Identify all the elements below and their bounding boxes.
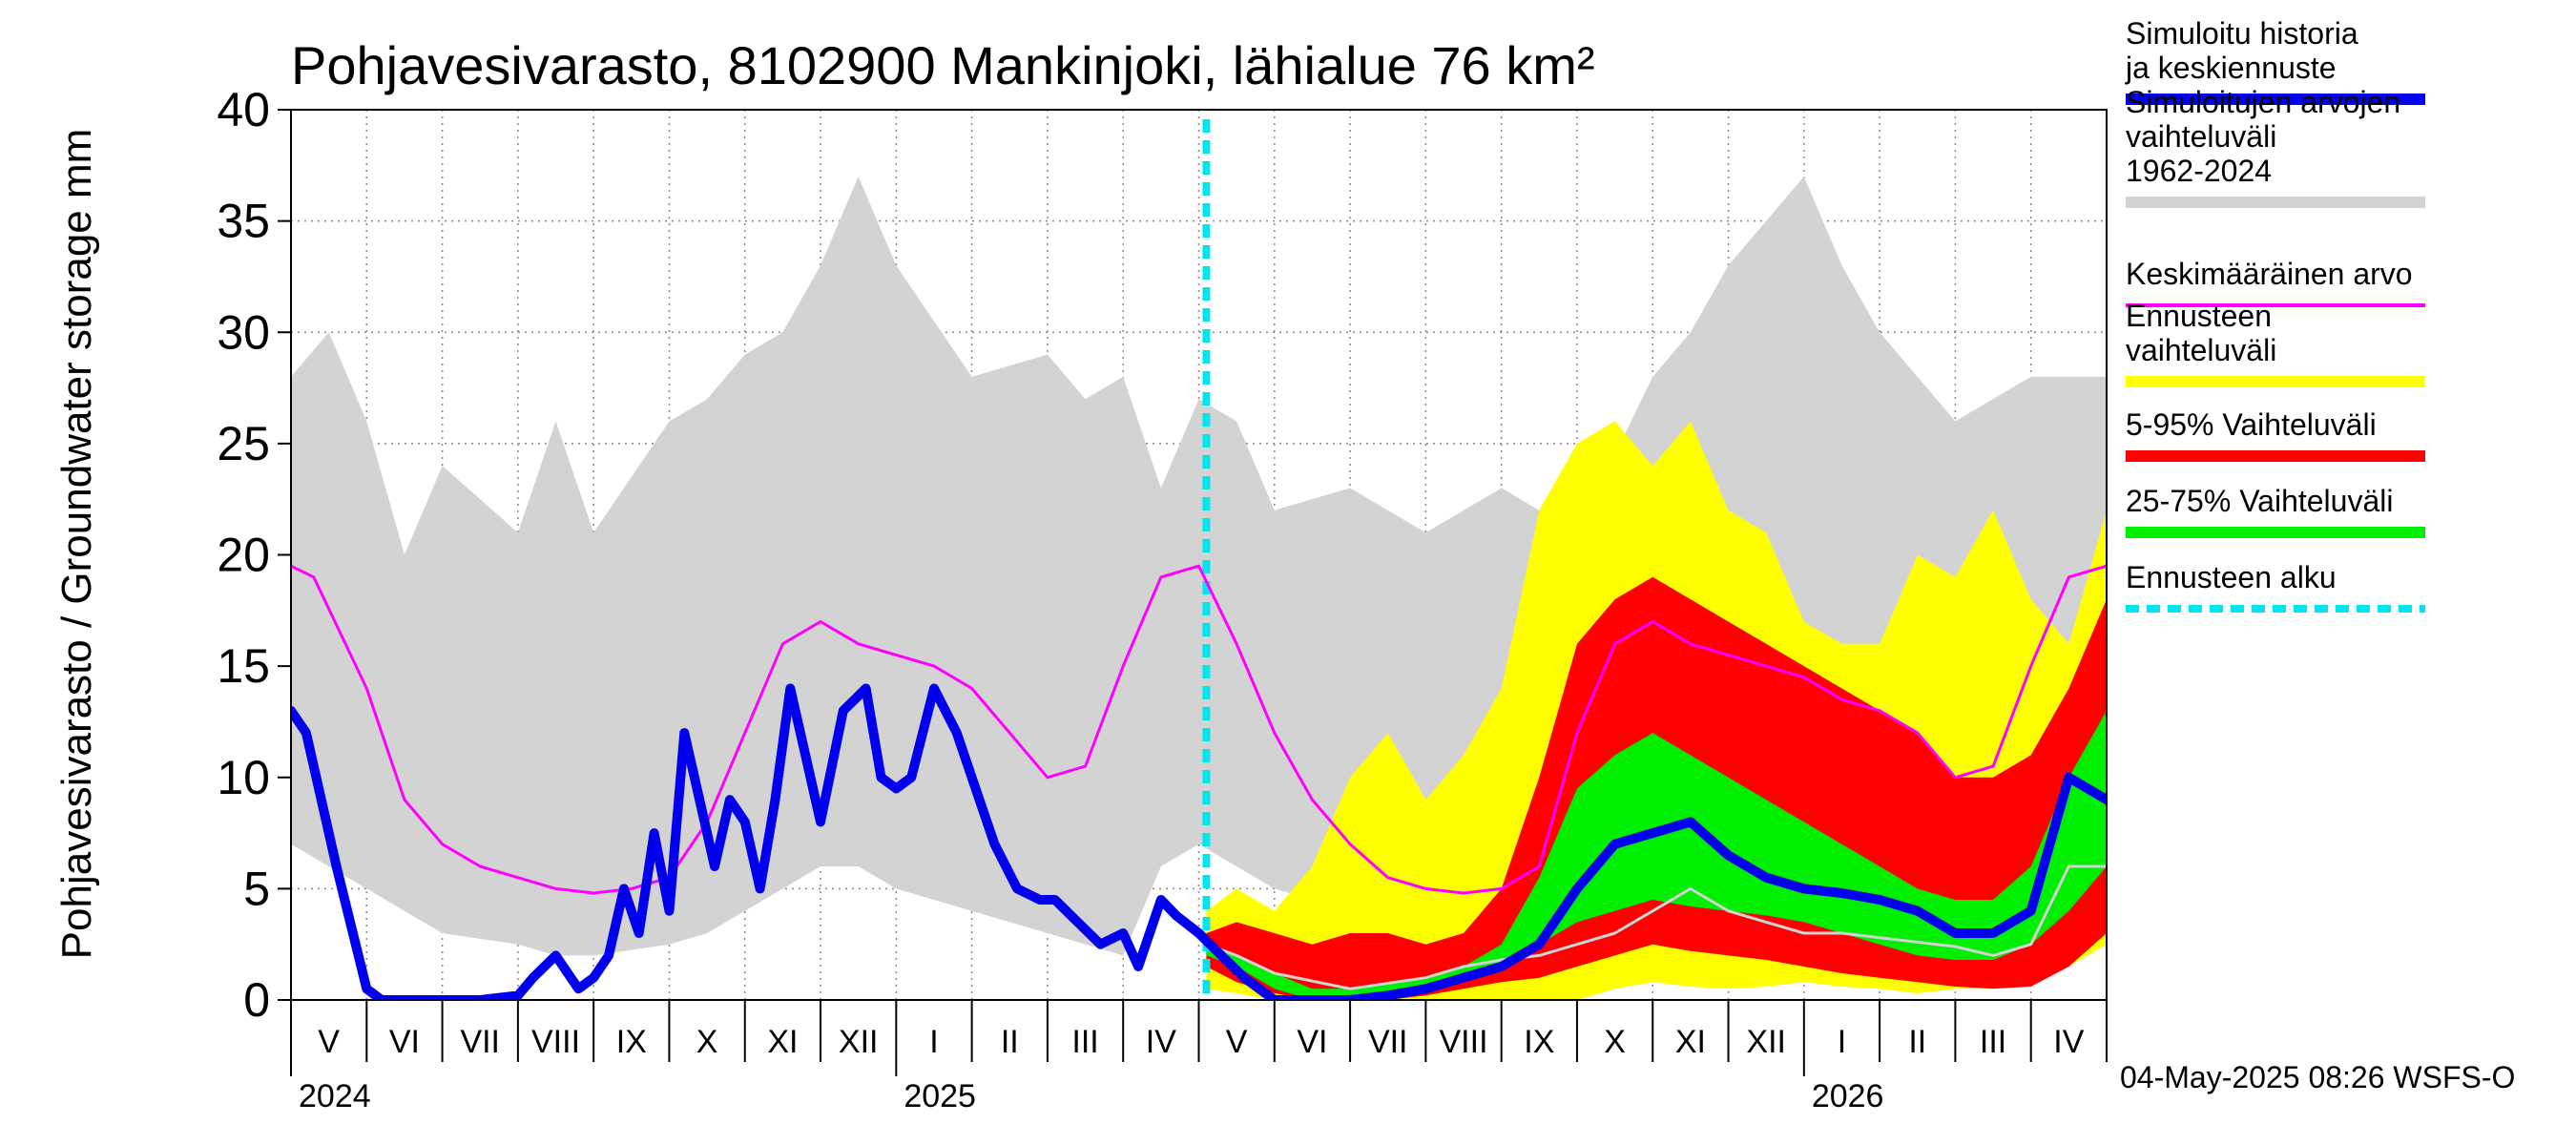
y-tick-label: 0 — [243, 973, 270, 1027]
footer-timestamp: 04-May-2025 08:26 WSFS-O — [2120, 1060, 2515, 1094]
data-layer — [291, 119, 2107, 1000]
month-label: III — [1980, 1024, 2006, 1060]
month-label: VI — [389, 1024, 420, 1060]
month-label: I — [929, 1024, 938, 1060]
band-25-75-vaihteluv-li — [1206, 710, 2107, 1000]
month-label: VIII — [1440, 1024, 1488, 1060]
month-label: XI — [1675, 1024, 1706, 1060]
legend-item: Simuloitujen arvojenvaihteluväli1962-202… — [2126, 85, 2425, 208]
legend-item: 25-75% Vaihteluväli — [2126, 484, 2425, 538]
y-tick-label: 25 — [217, 417, 270, 470]
y-tick-label: 5 — [243, 862, 270, 915]
month-label: VI — [1297, 1024, 1327, 1060]
line-keskim-r-inen-arvo — [291, 564, 2107, 895]
legend-label: Keskimääräinen arvo — [2126, 257, 2413, 291]
month-label: VII — [460, 1024, 500, 1060]
legend-label: ja keskiennuste — [2125, 51, 2337, 85]
month-label: II — [1908, 1024, 1926, 1060]
legend-label: 1962-2024 — [2126, 154, 2272, 188]
y-tick-label: 20 — [217, 529, 270, 582]
month-label: VII — [1368, 1024, 1408, 1060]
y-tick-label: 40 — [217, 83, 270, 136]
y-tick-label: 35 — [217, 195, 270, 248]
month-label: IV — [1146, 1024, 1176, 1060]
legend-label: vaihteluväli — [2126, 119, 2276, 154]
month-label: III — [1071, 1024, 1098, 1060]
year-label: 2024 — [299, 1078, 371, 1114]
month-label: XI — [767, 1024, 798, 1060]
legend-label: Simuloitu historia — [2126, 16, 2358, 51]
month-label: I — [1838, 1024, 1846, 1060]
month-label: V — [318, 1024, 340, 1060]
legend-item: Ennusteen alku — [2126, 560, 2425, 613]
month-label: II — [1001, 1024, 1019, 1060]
month-label: VIII — [531, 1024, 580, 1060]
legend-label: Ennusteen alku — [2126, 560, 2337, 594]
legend-label: Ennusteen — [2126, 299, 2272, 333]
month-label: V — [1226, 1024, 1248, 1060]
legend-label: 25-75% Vaihteluväli — [2126, 484, 2393, 518]
y-tick-label: 10 — [217, 751, 270, 804]
month-label: IV — [2053, 1024, 2084, 1060]
month-label: XII — [1746, 1024, 1786, 1060]
legend-item: 5-95% Vaihteluväli — [2126, 407, 2425, 462]
legend-item: Keskimääräinen arvo — [2126, 257, 2425, 307]
legend-label: vaihteluväli — [2126, 333, 2276, 367]
month-label: X — [696, 1024, 718, 1060]
legend-label: Simuloitujen arvojen — [2126, 85, 2400, 119]
y-tick-label: 15 — [217, 639, 270, 693]
month-label: IX — [616, 1024, 647, 1060]
line-simuloitu-historia-ja-keskiennuste — [291, 683, 2107, 1000]
y-axis-label: Pohjavesivarasto / Groundwater storage m… — [53, 129, 100, 960]
legend-label: 5-95% Vaihteluväli — [2126, 407, 2377, 442]
y-tick-label: 30 — [217, 305, 270, 359]
year-label: 2026 — [1812, 1078, 1884, 1114]
month-label: X — [1604, 1024, 1626, 1060]
month-label: IX — [1524, 1024, 1554, 1060]
month-label: XII — [839, 1024, 879, 1060]
chart-title: Pohjavesivarasto, 8102900 Mankinjoki, lä… — [291, 35, 1595, 95]
line-mediaani — [1204, 864, 2107, 990]
year-label: 2025 — [904, 1078, 976, 1114]
